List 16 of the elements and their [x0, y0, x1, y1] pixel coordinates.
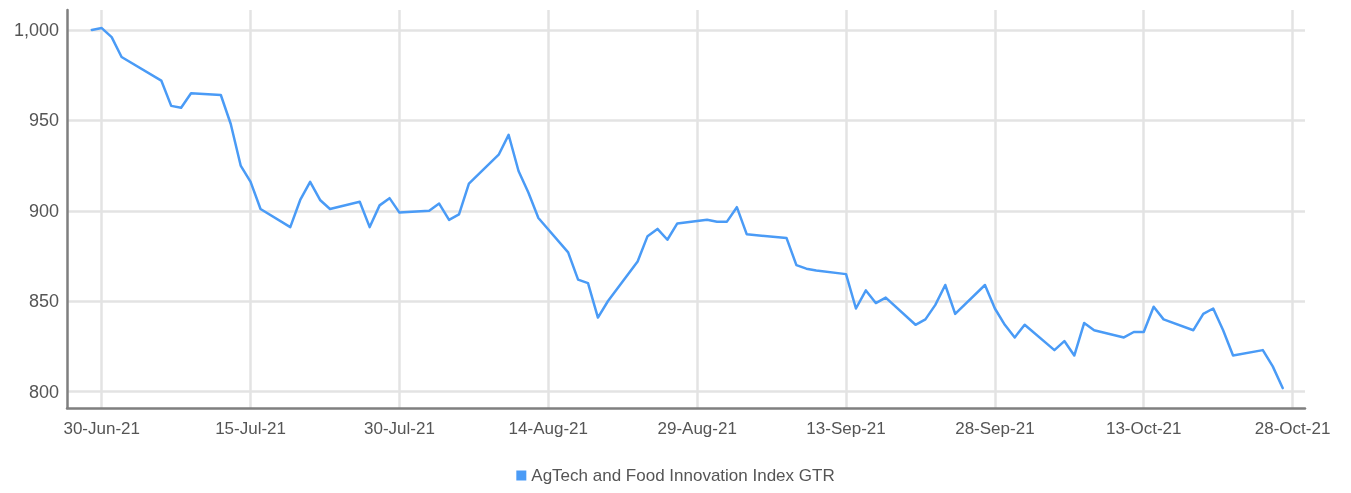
- x-tick-label: 14-Aug-21: [508, 419, 588, 438]
- x-tick-label: 28-Oct-21: [1254, 419, 1331, 438]
- x-tick-label: 29-Aug-21: [657, 419, 737, 438]
- legend-label: AgTech and Food Innovation Index GTR: [531, 466, 835, 485]
- x-tick-label: 13-Sep-21: [806, 419, 886, 438]
- y-tick-label: 950: [28, 110, 59, 131]
- y-tick-label: 850: [28, 291, 59, 312]
- y-tick-label: 800: [28, 381, 59, 402]
- y-tick-label: 900: [28, 200, 59, 221]
- x-tick-label: 13-Oct-21: [1105, 419, 1182, 438]
- x-tick-label: 30-Jun-21: [63, 419, 141, 438]
- x-tick-label: 15-Jul-21: [215, 419, 287, 438]
- x-tick-label: 30-Jul-21: [364, 419, 435, 438]
- y-tick-label: 1,000: [13, 19, 59, 40]
- line-series: [90, 26, 1284, 390]
- x-tick-label: 28-Sep-21: [955, 419, 1035, 438]
